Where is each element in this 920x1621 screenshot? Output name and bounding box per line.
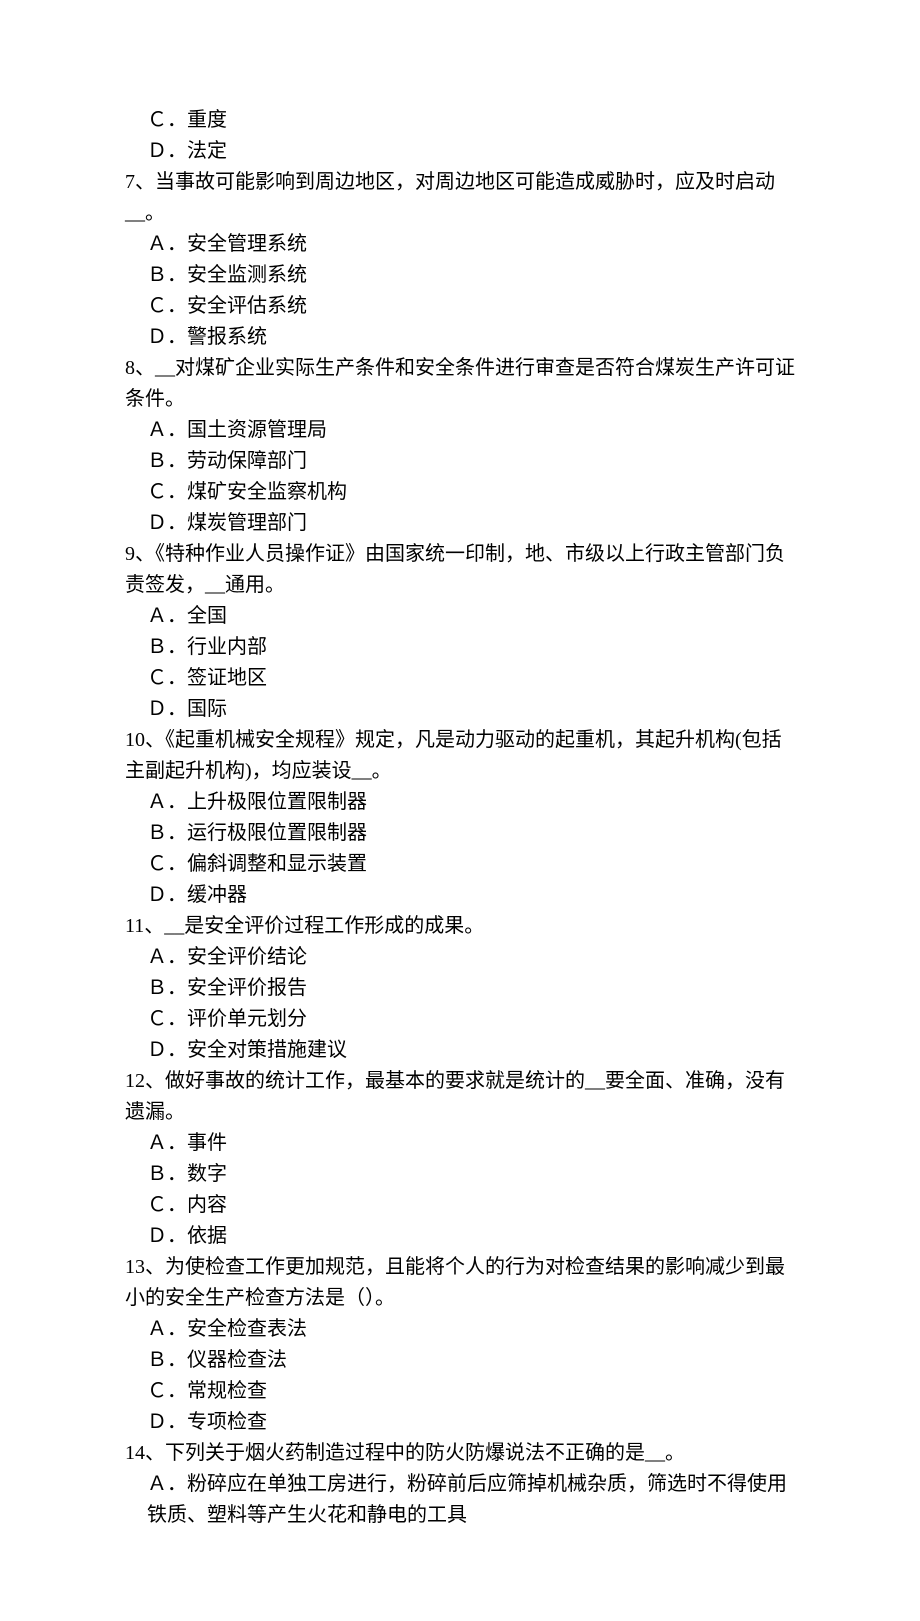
q9-text: 9、《特种作业人员操作证》由国家统一印制，地、市级以上行政主管部门负责签发，__… xyxy=(125,539,795,601)
q11-text: 11、__是安全评价过程工作形成的成果。 xyxy=(125,911,795,942)
q14-option-a: Ａ．粉碎应在单独工房进行，粉碎前后应筛掉机械杂质，筛选时不得使用铁质、塑料等产生… xyxy=(125,1469,795,1531)
q6-option-c: Ｃ．重度 xyxy=(125,105,795,136)
q13-option-d: Ｄ．专项检查 xyxy=(125,1407,795,1438)
q11-option-b: Ｂ．安全评价报告 xyxy=(125,973,795,1004)
q13-option-c: Ｃ．常规检查 xyxy=(125,1376,795,1407)
q13-option-a: Ａ．安全检查表法 xyxy=(125,1314,795,1345)
q11-option-d: Ｄ．安全对策措施建议 xyxy=(125,1035,795,1066)
q14-text: 14、下列关于烟火药制造过程中的防火防爆说法不正确的是__。 xyxy=(125,1438,795,1469)
q7-option-a: Ａ．安全管理系统 xyxy=(125,229,795,260)
q7-text: 7、当事故可能影响到周边地区，对周边地区可能造成威胁时，应及时启动__。 xyxy=(125,167,795,229)
q7-option-c: Ｃ．安全评估系统 xyxy=(125,291,795,322)
q6-option-d: Ｄ．法定 xyxy=(125,136,795,167)
q13-text: 13、为使检查工作更加规范，且能将个人的行为对检查结果的影响减少到最小的安全生产… xyxy=(125,1252,795,1314)
q9-option-a: Ａ．全国 xyxy=(125,601,795,632)
q12-option-a: Ａ．事件 xyxy=(125,1128,795,1159)
q10-option-c: Ｃ．偏斜调整和显示装置 xyxy=(125,849,795,880)
q10-option-a: Ａ．上升极限位置限制器 xyxy=(125,787,795,818)
q11-option-a: Ａ．安全评价结论 xyxy=(125,942,795,973)
q13-option-b: Ｂ．仪器检查法 xyxy=(125,1345,795,1376)
q8-option-a: Ａ．国土资源管理局 xyxy=(125,415,795,446)
q12-option-b: Ｂ．数字 xyxy=(125,1159,795,1190)
q12-option-d: Ｄ．依据 xyxy=(125,1221,795,1252)
q8-option-c: Ｃ．煤矿安全监察机构 xyxy=(125,477,795,508)
q8-option-b: Ｂ．劳动保障部门 xyxy=(125,446,795,477)
q9-option-b: Ｂ．行业内部 xyxy=(125,632,795,663)
q9-option-d: Ｄ．国际 xyxy=(125,694,795,725)
q10-option-d: Ｄ．缓冲器 xyxy=(125,880,795,911)
q12-option-c: Ｃ．内容 xyxy=(125,1190,795,1221)
q12-text: 12、做好事故的统计工作，最基本的要求就是统计的__要全面、准确，没有遗漏。 xyxy=(125,1066,795,1128)
q7-option-b: Ｂ．安全监测系统 xyxy=(125,260,795,291)
q10-option-b: Ｂ．运行极限位置限制器 xyxy=(125,818,795,849)
q7-option-d: Ｄ．警报系统 xyxy=(125,322,795,353)
q11-option-c: Ｃ．评价单元划分 xyxy=(125,1004,795,1035)
q8-option-d: Ｄ．煤炭管理部门 xyxy=(125,508,795,539)
q8-text: 8、__对煤矿企业实际生产条件和安全条件进行审查是否符合煤炭生产许可证条件。 xyxy=(125,353,795,415)
q10-text: 10、《起重机械安全规程》规定，凡是动力驱动的起重机，其起升机构(包括主副起升机… xyxy=(125,725,795,787)
q9-option-c: Ｃ．签证地区 xyxy=(125,663,795,694)
